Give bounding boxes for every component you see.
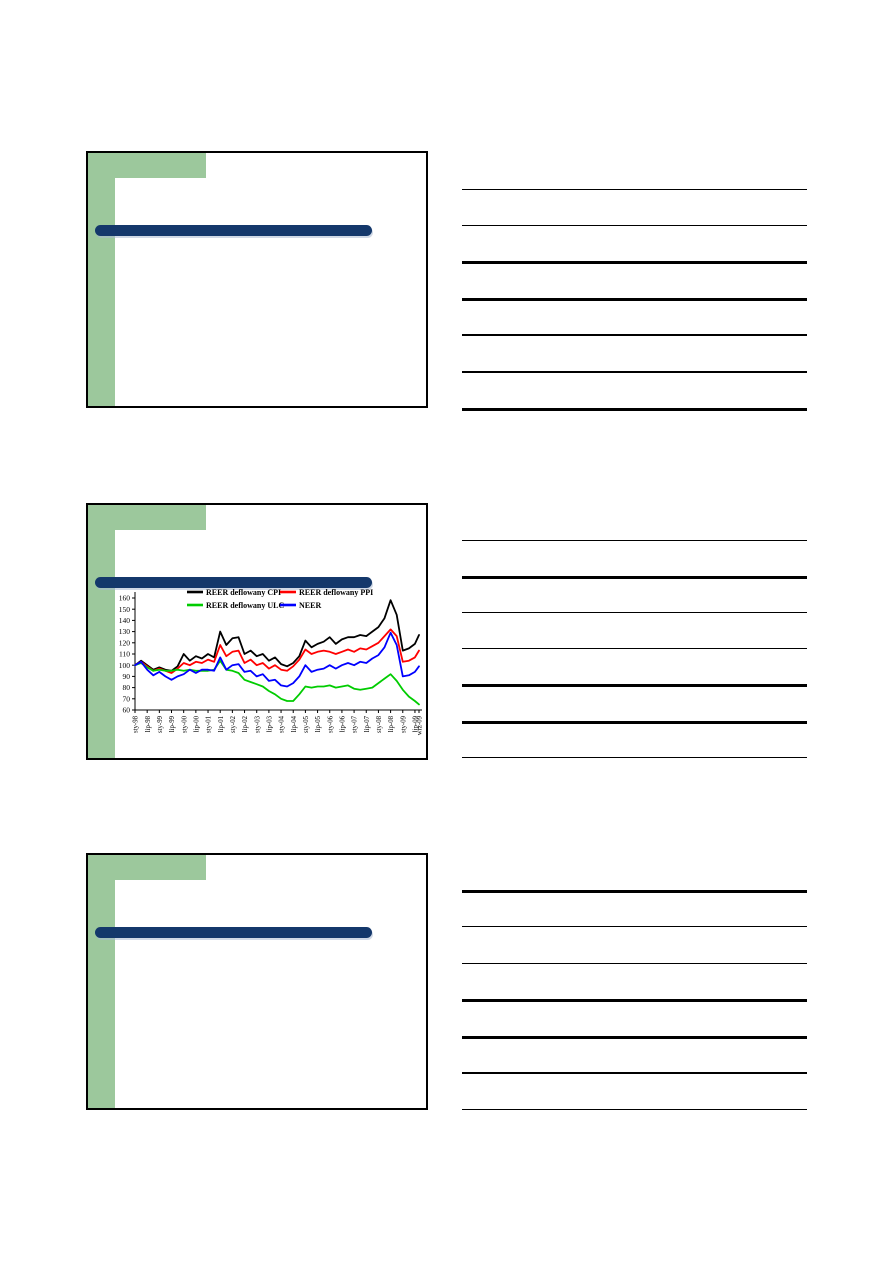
note-line: [462, 612, 807, 614]
x-tick-label: lip-04: [291, 715, 298, 732]
x-tick-label: lip-02: [242, 715, 249, 732]
y-tick-label: 70: [123, 694, 131, 703]
legend-label: REER deflowany CPI: [206, 588, 281, 597]
x-tick-label: sty-08: [376, 715, 383, 733]
green-accent-top-bar: [88, 153, 206, 178]
note-line: [462, 371, 807, 373]
y-tick-label: 120: [119, 638, 131, 647]
y-tick-label: 160: [119, 594, 131, 603]
content-panel: [115, 530, 426, 758]
x-tick-label: lip-05: [315, 715, 322, 732]
x-tick-label: sty-98: [133, 715, 140, 733]
note-line: [462, 1109, 807, 1111]
x-tick-label: lip-98: [145, 715, 152, 732]
y-tick-label: 80: [123, 683, 131, 692]
slide-3-thumbnail: [86, 853, 428, 1110]
note-line: [462, 540, 807, 542]
x-tick-label: sty-03: [254, 715, 261, 733]
note-line: [462, 225, 807, 227]
note-line: [462, 721, 807, 724]
x-tick-label: lip-07: [364, 715, 371, 732]
green-accent-top-bar: [88, 505, 206, 530]
note-line: [462, 648, 807, 650]
content-panel: [115, 880, 426, 1108]
x-tick-label: sty-00: [181, 715, 188, 733]
y-tick-label: 150: [119, 605, 131, 614]
note-line: [462, 408, 807, 411]
note-line: [462, 890, 807, 893]
note-line: [462, 298, 807, 301]
x-tick-label: lip-08: [388, 715, 395, 732]
x-tick-label: lip-06: [340, 715, 347, 732]
x-tick-label: sty-01: [206, 716, 213, 733]
x-tick-label: sty-99: [157, 715, 164, 733]
series-reer-deflowany-cpi: [134, 599, 420, 672]
note-line: [462, 684, 807, 687]
series-neer: [134, 631, 420, 688]
green-accent-left-bar: [88, 153, 115, 406]
x-tick-label: sty-02: [230, 715, 237, 733]
slide-1-thumbnail: [86, 151, 428, 408]
title-underline-bar: [95, 225, 372, 236]
legend-label: REER deflowany PPI: [299, 588, 373, 597]
green-accent-left-bar: [88, 855, 115, 1108]
x-tick-label: sty-04: [279, 715, 286, 733]
legend-label: REER deflowany ULC: [206, 601, 284, 610]
legend-label: NEER: [299, 601, 321, 610]
note-line: [462, 576, 807, 579]
x-tick-label: sty-09: [400, 715, 407, 733]
x-tick-label: lip-09: [413, 715, 420, 732]
y-tick-label: 60: [123, 706, 131, 715]
reer-neer-chart-svg: 60 70 80 90 100 110 120 130 140 150 160 sty-98 lip-9…: [119, 588, 424, 735]
note-line: [462, 926, 807, 928]
note-line: [462, 757, 807, 759]
y-tick-label: 100: [119, 661, 131, 670]
content-panel: [115, 178, 426, 406]
x-tick-label: lip-00: [193, 715, 200, 732]
note-line: [462, 334, 807, 336]
green-accent-top-bar: [88, 855, 206, 880]
x-tick-label: sty-07: [352, 715, 359, 733]
y-tick-label: 140: [119, 616, 131, 625]
x-tick-label: lip-03: [266, 715, 273, 732]
note-line: [462, 261, 807, 264]
note-line: [462, 999, 807, 1002]
title-underline-bar: [95, 577, 372, 588]
note-line: [462, 963, 807, 965]
note-line: [462, 1072, 807, 1074]
reer-neer-chart: 60 70 80 90 100 110 120 130 140 150 160 sty-98 lip-9…: [106, 585, 426, 755]
series-reer-deflowany-ppi: [134, 628, 420, 674]
note-line: [462, 1036, 807, 1039]
series-reer-deflowany-ulc: [134, 659, 420, 706]
x-tick-label: wrz-09: [417, 715, 424, 735]
x-tick-label: lip-01: [218, 716, 225, 732]
y-tick-label: 90: [123, 672, 131, 681]
green-accent-left-bar: [88, 505, 115, 758]
x-tick-label: sty-06: [327, 715, 334, 733]
title-underline-bar: [95, 927, 372, 938]
note-line: [462, 189, 807, 191]
x-tick-label: sty-05: [303, 715, 310, 733]
y-tick-label: 110: [119, 650, 130, 659]
y-tick-label: 130: [119, 627, 131, 636]
x-tick-label: lip-99: [169, 715, 176, 732]
slide-2-thumbnail: 60 70 80 90 100 110 120 130 140 150 160 sty-98 lip-9…: [86, 503, 428, 760]
